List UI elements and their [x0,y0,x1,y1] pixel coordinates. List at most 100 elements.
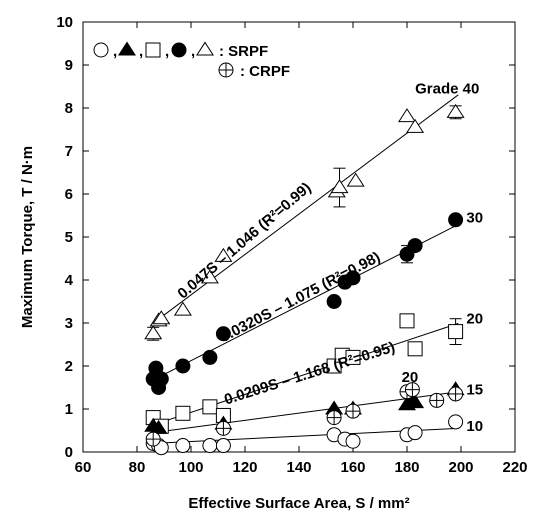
data-point [407,425,423,441]
marker-shape [330,179,349,194]
data-point [448,386,464,402]
y-axis-title: Maximum Torque, T / N·m [19,146,36,328]
y-tick-label: 10 [56,14,73,31]
marker-shape [93,42,109,58]
x-tick-label: 80 [129,459,146,476]
data-point [345,403,361,419]
marker-shape [448,324,464,340]
series-label: 20 [402,369,419,386]
legend-marker [218,62,234,78]
marker-shape [448,212,464,228]
data-point [406,394,425,409]
y-tick-label: 8 [65,100,73,117]
x-tick-label: 100 [178,459,203,476]
marker-shape [345,270,361,286]
x-tick-label: 60 [75,459,92,476]
fit-equation-label: 0.0209S – 1.168 (R²=0.95) [222,339,397,409]
y-tick-label: 3 [65,315,73,332]
data-point [429,392,445,408]
marker-shape [175,358,191,374]
marker-shape [406,394,425,409]
data-point [398,108,416,123]
marker-shape [173,301,192,316]
y-tick-label: 6 [65,186,73,203]
series-annotations: Grade 40 30 20 15 10 20 [402,81,483,436]
data-point [330,179,349,194]
marker-shape [448,414,464,430]
y-tick-label: 0 [65,444,73,461]
legend-marker [145,42,161,58]
data-point [202,438,218,454]
legend-marker [118,41,136,56]
data-point [144,325,163,340]
marker-shape [153,371,169,387]
data-point [149,419,168,434]
data-point [202,349,218,365]
marker-shape [202,438,218,454]
y-tick-label: 2 [65,358,73,375]
data-point [173,301,192,316]
marker-shape [326,294,342,309]
legend-label: : CRPF [240,63,290,80]
data-point [215,326,231,342]
legend-separator: , [165,43,169,60]
data-point [175,438,191,454]
fit-equation-label: 0.0320S – 1.075 (R²=0.98) [217,249,383,346]
plot-frame [82,21,516,453]
x-tick-label: 160 [340,459,365,476]
data-point [200,269,219,284]
y-tick-label: 1 [65,401,73,418]
data-point [448,414,464,430]
data-point [175,405,191,421]
legend-separator: , [191,43,195,60]
marker-shape [407,238,423,254]
legend-marker [171,42,187,58]
marker-shape [171,42,187,58]
x-tick-label: 180 [394,459,419,476]
series-label: Grade 40 [415,81,479,98]
marker-shape [149,419,168,434]
y-tick-label: 9 [65,57,73,74]
x-axis-title: Effective Surface Area, S / mm² [188,495,409,512]
marker-shape [214,247,233,262]
marker-shape [175,405,191,421]
series-label: 10 [466,418,483,435]
data-point [202,399,218,415]
y-tick-label: 4 [65,272,74,289]
series-label: 20 [466,311,483,328]
marker-shape [202,399,218,415]
error-bars [147,105,462,345]
data-markers [144,103,465,456]
marker-shape [345,349,361,365]
data-point [215,420,231,436]
x-tick-label: 220 [502,459,527,476]
marker-shape [118,41,136,56]
data-point [214,247,233,262]
data-point [215,438,231,454]
data-point [153,371,169,387]
x-tick-label: 200 [448,459,473,476]
legend-separator: , [139,43,143,60]
data-point [399,313,415,329]
marker-shape [144,325,163,340]
data-point [407,238,423,254]
data-point [345,433,361,449]
x-tick-label: 120 [232,459,257,476]
legend-label: : SRPF [219,43,268,60]
data-point [345,349,361,365]
data-point [346,172,365,187]
marker-shape [399,313,415,329]
data-point [152,310,171,325]
data-point [145,431,161,447]
marker-shape [200,269,219,284]
data-point [407,341,423,357]
marker-shape [407,425,423,441]
data-point [175,358,191,374]
x-tick-label: 140 [286,459,311,476]
data-point [448,324,464,340]
marker-shape [215,326,231,342]
data-point [326,410,342,426]
marker-shape [345,433,361,449]
legend-marker [93,42,109,58]
